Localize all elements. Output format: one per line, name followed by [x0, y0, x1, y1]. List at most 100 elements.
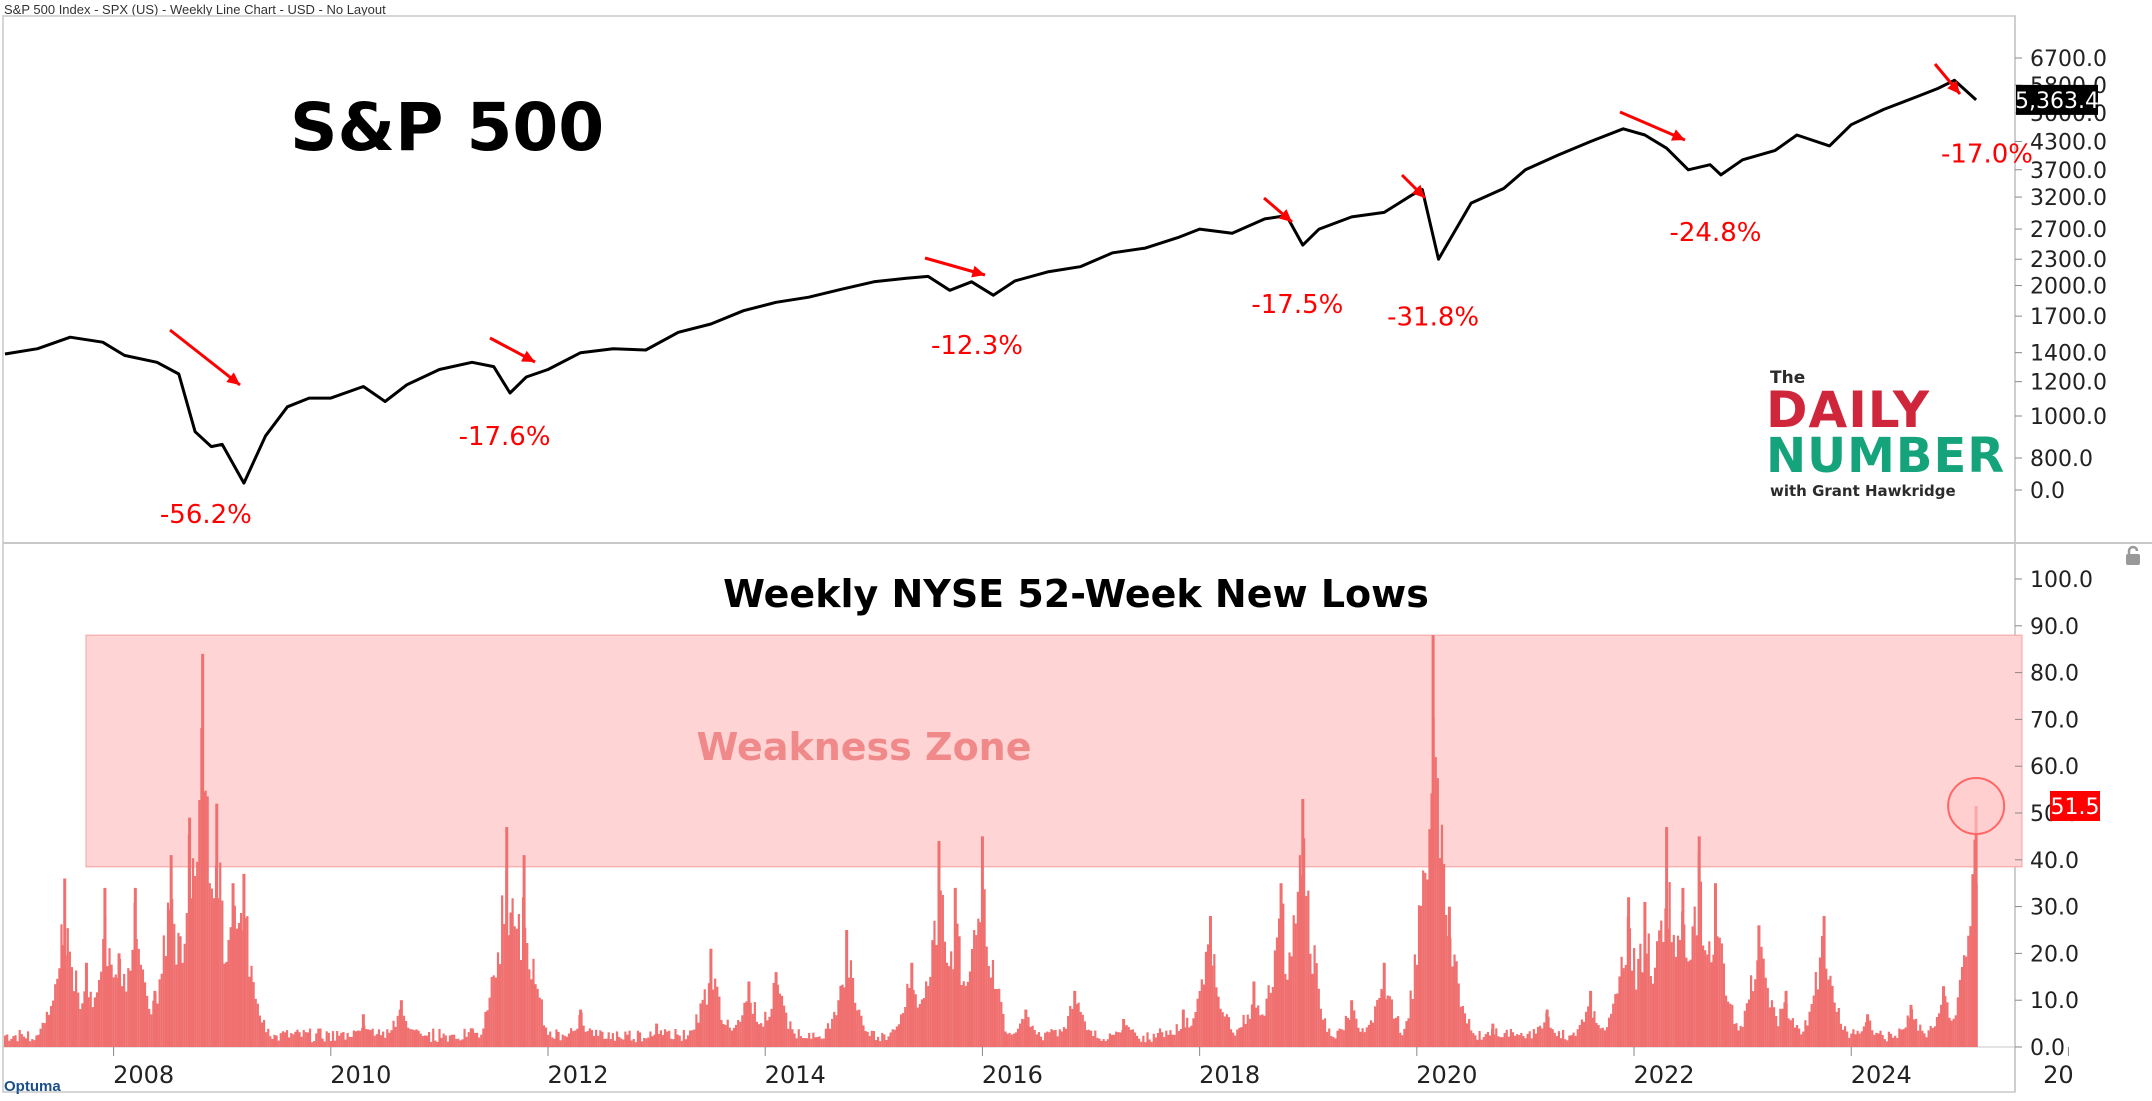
- lows-bar: [181, 962, 184, 1047]
- lows-bar: [1944, 996, 1947, 1047]
- lows-bar: [1894, 1035, 1897, 1047]
- lows-bar: [553, 1038, 556, 1047]
- lows-bar: [1520, 1033, 1523, 1047]
- lows-bar: [716, 986, 719, 1047]
- lows-bar: [772, 982, 775, 1047]
- price-y-tick-label: 6700.0: [2030, 47, 2107, 72]
- lows-bar: [1296, 891, 1299, 1047]
- lows-bar: [797, 1029, 800, 1047]
- lows-bar: [1315, 963, 1318, 1047]
- lows-bar: [1543, 1022, 1546, 1047]
- lows-bar: [258, 1015, 261, 1047]
- lows-bar: [680, 1040, 683, 1047]
- lows-bar: [530, 979, 533, 1047]
- lows-bar: [597, 1035, 600, 1047]
- lows-bar: [695, 1014, 698, 1047]
- drawdown-annotation: -31.8%: [1387, 303, 1479, 333]
- lows-spike: [1181, 1009, 1185, 1047]
- lows-bar: [1929, 1025, 1932, 1047]
- lows-bar: [1474, 1035, 1477, 1047]
- lows-bar: [1480, 1039, 1483, 1047]
- lows-bar: [1912, 1019, 1916, 1047]
- lows-bar: [950, 951, 953, 1047]
- lows-bar: [304, 1032, 307, 1047]
- lows-bar: [544, 1027, 548, 1047]
- lows-bar: [1486, 1031, 1490, 1047]
- lows-bar: [1766, 987, 1769, 1047]
- lows-bar: [528, 969, 531, 1047]
- lows-bar: [1595, 1023, 1598, 1047]
- lows-bar: [1332, 1037, 1335, 1047]
- lows-bar: [753, 1002, 756, 1047]
- lows-bar: [404, 1020, 408, 1047]
- lows-bar: [893, 1029, 896, 1047]
- lows-bar: [375, 1034, 378, 1047]
- lows-bar: [250, 965, 253, 1047]
- lows-bar: [1342, 1030, 1345, 1047]
- lows-bar: [486, 1010, 489, 1047]
- lows-bar: [1877, 1033, 1880, 1047]
- lows-bar: [97, 980, 101, 1047]
- drawdown-label: -12.3%: [931, 331, 1023, 361]
- lows-bar: [1559, 1038, 1563, 1047]
- lows-bar: [100, 971, 103, 1047]
- lows-bar: [79, 1009, 82, 1047]
- lows-bar: [1438, 858, 1442, 1047]
- lows-bar: [1641, 972, 1644, 1047]
- lows-bar: [146, 995, 149, 1047]
- lows-bar: [1712, 954, 1715, 1047]
- lows-bar: [1572, 1032, 1575, 1047]
- lows-bar: [1787, 1018, 1790, 1047]
- lows-bar: [294, 1031, 297, 1047]
- lows-bar: [390, 1030, 393, 1047]
- lows-bar: [1591, 1017, 1594, 1047]
- lows-bar: [622, 1039, 625, 1047]
- lows-bar: [841, 984, 844, 1047]
- lows-bar: [1956, 997, 1959, 1047]
- lows-bar: [123, 973, 126, 1047]
- lows-bar: [547, 1034, 550, 1047]
- lows-bar: [1553, 1032, 1556, 1047]
- lows-bar: [1200, 979, 1203, 1047]
- lows-bar: [1286, 979, 1289, 1047]
- lows-bar: [701, 999, 704, 1047]
- lows-bar: [1455, 961, 1458, 1047]
- lows-bar: [1440, 824, 1444, 1047]
- lows-bar: [1054, 1029, 1057, 1047]
- lows-bar: [1555, 1035, 1558, 1047]
- lows-bar: [411, 1029, 414, 1047]
- lows-bar: [1950, 1020, 1953, 1047]
- lows-bar: [1451, 966, 1454, 1047]
- lows-bar: [1079, 1011, 1082, 1047]
- lows-bar: [131, 949, 134, 1047]
- lows-bar: [1743, 1010, 1746, 1047]
- lows-bar: [221, 900, 224, 1047]
- lows-bar: [1898, 1028, 1901, 1047]
- lock-icon[interactable]: [2122, 544, 2146, 568]
- lows-bar: [670, 1038, 673, 1047]
- lows-bar: [444, 1035, 447, 1047]
- lows-bar: [1263, 1015, 1266, 1047]
- lows-bar: [473, 1032, 477, 1047]
- lows-bar: [1234, 1035, 1237, 1047]
- lows-bar: [1077, 1002, 1080, 1047]
- lows-bar: [344, 1039, 347, 1047]
- lows-bar: [647, 1037, 650, 1047]
- lows-bar: [1010, 1034, 1013, 1047]
- x-tick-label: 2010: [330, 1061, 391, 1089]
- lows-bar: [440, 1037, 443, 1047]
- x-tick-label: 2024: [1851, 1061, 1912, 1089]
- lows-bar: [881, 1032, 884, 1047]
- lows-y-tick-label: 30.0: [2030, 896, 2079, 921]
- lows-bar: [1163, 1036, 1166, 1047]
- lows-bar: [864, 1031, 867, 1047]
- lows-bar: [712, 989, 715, 1047]
- lows-bar: [494, 977, 497, 1047]
- lows-bar: [1453, 954, 1456, 1047]
- lows-spike: [201, 653, 205, 1047]
- lows-bar: [1827, 979, 1830, 1047]
- lows-bar: [1678, 939, 1682, 1047]
- lows-bar: [1854, 1034, 1857, 1047]
- lows-bar: [1229, 1029, 1233, 1047]
- lows-bar: [321, 1038, 324, 1047]
